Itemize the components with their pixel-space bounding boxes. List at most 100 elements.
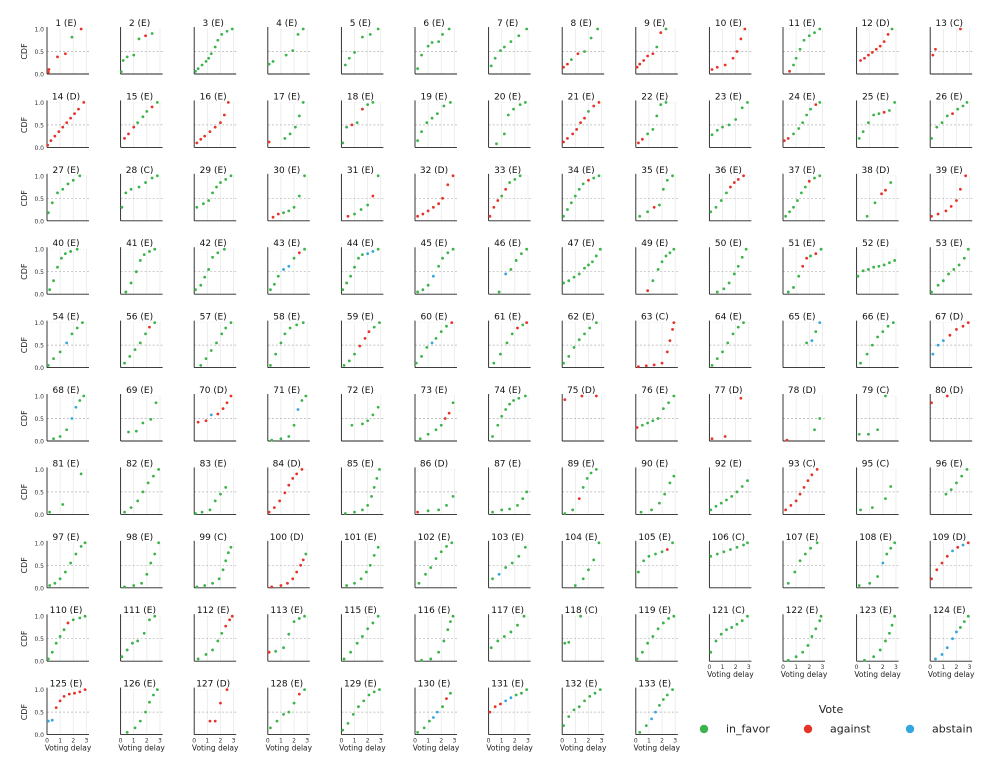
panel-title: 112 (E) [197,606,230,616]
x-axis-label: Voting delay [118,744,165,753]
data-point [890,27,894,31]
data-point [271,215,275,219]
data-point [516,504,519,507]
data-point [343,512,347,515]
data-point [296,408,300,411]
data-point [301,27,305,31]
x-tick-label: 3 [379,738,383,745]
data-point [784,508,788,512]
data-point [792,132,795,136]
data-point [672,247,676,251]
data-point [594,394,598,398]
data-point [200,63,204,67]
data-point [668,339,672,342]
data-point [426,283,430,287]
panel: 70 (D) [193,386,237,442]
data-point [81,321,84,324]
data-point [562,140,565,144]
x-axis-label: Voting delay [45,744,92,753]
panel: 45 (E) [414,239,457,295]
panel: 85 (E) [340,459,384,515]
data-point [132,125,136,129]
x-tick-label: 3 [305,738,309,745]
data-point [861,130,865,134]
data-point [806,644,810,647]
data-point [878,44,882,48]
data-point [660,550,664,554]
data-point [656,417,660,420]
data-point [451,495,455,498]
panel-title: 49 (E) [641,239,668,249]
panel-title: 129 (E) [344,680,377,690]
data-point [366,627,370,631]
data-point [518,103,522,107]
data-point [435,710,439,714]
data-point [349,274,352,278]
panel: 64 (E) [708,313,752,369]
data-point [569,201,573,205]
y-tick-label: 0.0 [34,145,44,152]
data-point [371,101,375,104]
data-point [873,201,877,205]
data-point [144,710,147,714]
data-point [802,38,806,42]
data-point [585,477,589,480]
data-point [288,326,292,330]
data-point [512,399,515,402]
data-point [664,27,668,31]
data-point [729,548,732,551]
data-point [155,174,159,178]
data-point [195,141,199,145]
data-point [525,321,529,324]
panel: 104 (E) [561,533,605,589]
data-point [735,490,739,494]
data-point [744,247,748,251]
data-point [672,321,676,324]
data-point [125,730,129,734]
x-tick-label: 2 [513,738,517,745]
data-point [50,201,54,205]
data-point [957,263,961,267]
data-point [865,214,869,218]
data-point [446,183,450,187]
panel-title: 89 (E) [568,459,595,469]
x-tick-label: 0 [855,664,859,671]
panel-title: 26 (E) [936,92,963,102]
data-point [500,414,504,418]
x-tick-label: 0 [560,738,564,745]
panel: 89 (E) [561,459,605,515]
data-point [956,107,960,111]
panel: 42 (E) [193,239,237,295]
data-point [951,549,954,553]
panel: 108 (E) [856,533,899,589]
data-point [216,412,220,416]
data-point [57,130,61,134]
data-point [594,468,598,471]
data-point [148,250,151,253]
x-tick-label: 1 [279,738,283,745]
data-point [371,621,375,625]
data-point [809,107,812,111]
y-axis-label: CDF [20,410,29,427]
panel-title: 72 (E) [347,386,374,396]
data-point [581,486,585,489]
panel-title: 2 (E) [129,19,150,29]
panel-title: 47 (E) [568,239,595,249]
x-tick-label: 3 [158,738,162,745]
data-point [437,264,441,268]
data-point [150,105,154,109]
data-point [517,554,521,558]
data-point [355,121,359,125]
panel: 56 (E) [120,313,163,369]
panel-title: 108 (E) [859,533,892,543]
panel: 22 (E) [635,92,678,148]
data-point [46,70,50,74]
panel: 21 (E) [561,92,605,148]
data-point [376,27,380,31]
data-point [870,51,874,54]
data-point [504,272,508,276]
data-point [219,181,222,184]
data-point [275,719,279,723]
